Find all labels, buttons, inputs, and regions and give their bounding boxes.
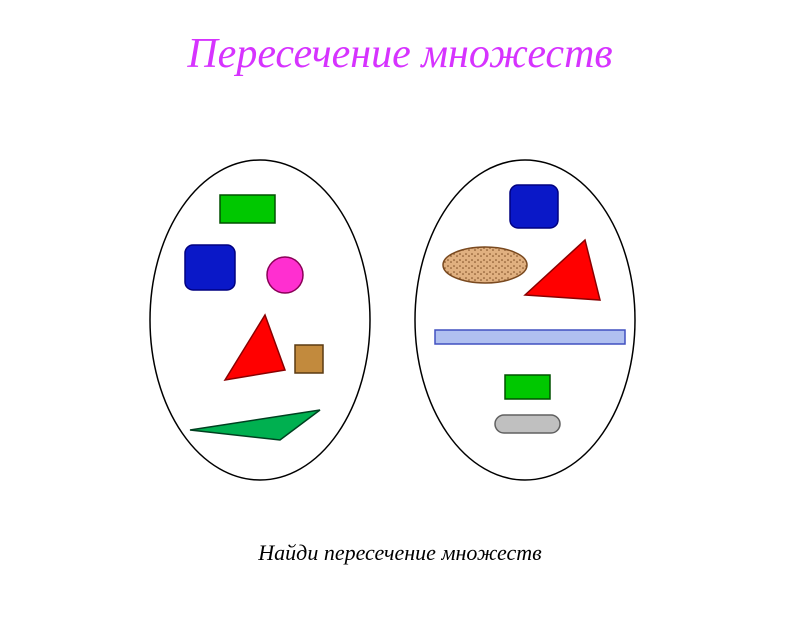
lightblue-bar xyxy=(435,330,625,344)
brown-square xyxy=(295,345,323,373)
green-flat-triangle xyxy=(190,410,320,440)
blue-square xyxy=(185,245,235,290)
diagram-container xyxy=(80,150,720,510)
speckled-ellipse xyxy=(443,247,527,283)
gray-pill xyxy=(495,415,560,433)
red-triangle-r xyxy=(525,240,600,300)
pink-circle xyxy=(267,257,303,293)
page-title: Пересечение множеств xyxy=(0,30,800,78)
green-small-rect xyxy=(505,375,550,399)
blue-square-r xyxy=(510,185,558,228)
red-triangle xyxy=(225,315,285,380)
sets-diagram xyxy=(80,150,720,510)
caption-text: Найди пересечение множеств xyxy=(0,540,800,566)
green-rect xyxy=(220,195,275,223)
